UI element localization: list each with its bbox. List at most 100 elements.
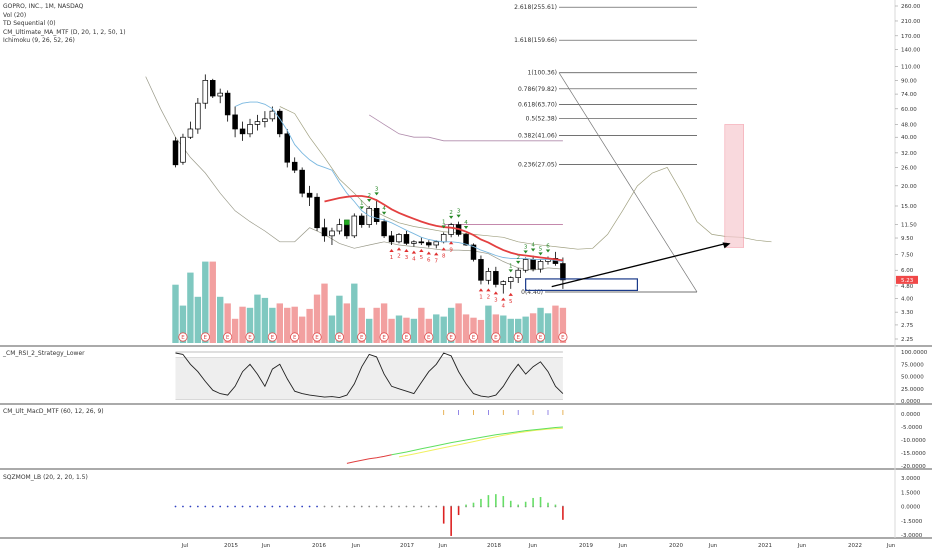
earnings-marker bbox=[446, 332, 456, 342]
volume-bar bbox=[477, 319, 485, 343]
squeeze-dot bbox=[331, 505, 333, 508]
td-buy-triangle bbox=[448, 215, 454, 219]
td-buy-count: 6 bbox=[546, 243, 550, 249]
candle-body bbox=[277, 110, 283, 135]
candle-body bbox=[418, 241, 425, 244]
squeeze-bar bbox=[465, 504, 467, 507]
candle-body bbox=[530, 259, 536, 270]
time-tick-label: Jun bbox=[261, 543, 271, 549]
macd-label: CM_Ult_MacD_MTF (60, 12, 26, 9) bbox=[3, 408, 104, 415]
volume-bar bbox=[254, 294, 261, 343]
candle-body bbox=[269, 110, 276, 120]
volume-bar bbox=[224, 303, 231, 343]
squeeze-tick-label: -3.0000 bbox=[901, 533, 923, 539]
volume-bar bbox=[522, 316, 529, 343]
squeeze-dot bbox=[398, 505, 400, 508]
rsi-panel: 100.0000 75.0000 50.0000 25.0000 0.0000 bbox=[175, 350, 928, 405]
volume-bar bbox=[239, 306, 246, 343]
td-sell-triangle bbox=[493, 291, 499, 295]
candle-body bbox=[187, 128, 194, 138]
candle-body bbox=[508, 277, 514, 282]
volume-bar bbox=[336, 295, 343, 343]
td-sell-triangle bbox=[396, 247, 402, 251]
squeeze-tick-label: 0.0000 bbox=[901, 505, 921, 511]
candle-body bbox=[224, 92, 231, 116]
earnings-label: E bbox=[561, 335, 565, 341]
volume-bar bbox=[418, 307, 425, 343]
candle-body bbox=[426, 242, 432, 246]
squeeze-bar bbox=[472, 502, 475, 507]
candle-body bbox=[344, 224, 350, 237]
earnings-label: E bbox=[293, 335, 297, 341]
time-axis: Jul 2015 Jun 2016 Jun 2017 Jun 2018 Jun 2019 Jun 20… bbox=[181, 543, 896, 549]
candle-body bbox=[411, 241, 417, 244]
squeeze-bar bbox=[442, 506, 445, 524]
td-buy-count: 2 bbox=[516, 255, 520, 261]
volume-bar bbox=[410, 318, 418, 343]
candle-body bbox=[247, 124, 253, 135]
candle-body bbox=[202, 80, 209, 104]
td-sell-triangle bbox=[411, 250, 417, 254]
price-tick-label: 40.00 bbox=[901, 135, 917, 141]
candle-body bbox=[485, 271, 492, 281]
legend-symbol: GOPRO, INC., 1M, NASDAQ bbox=[3, 3, 84, 10]
squeeze-bar bbox=[495, 494, 497, 507]
candle-body bbox=[172, 140, 179, 166]
macd-line-green bbox=[391, 426, 563, 456]
projection-box bbox=[724, 124, 744, 248]
earnings-marker bbox=[200, 332, 210, 342]
earnings-marker bbox=[379, 332, 389, 342]
candle-body bbox=[232, 114, 238, 130]
candle-body bbox=[351, 215, 358, 237]
macd-tick-label: 0.0000 bbox=[901, 412, 921, 418]
squeeze-tick-label: -1.5000 bbox=[901, 519, 923, 525]
fib-label: 1(100.36) bbox=[528, 70, 558, 77]
squeeze-bar bbox=[457, 506, 460, 516]
candle-body bbox=[373, 208, 380, 222]
earnings-marker bbox=[491, 332, 501, 342]
candle-body bbox=[381, 221, 387, 237]
squeeze-dot bbox=[182, 505, 184, 508]
squeeze-bar bbox=[450, 506, 452, 536]
td-sell-triangle bbox=[404, 248, 409, 252]
ichimoku-lines bbox=[145, 76, 772, 271]
squeeze-bar bbox=[524, 501, 527, 507]
squeeze-dot bbox=[301, 505, 304, 508]
volume-bar bbox=[306, 308, 313, 343]
legend-ma: CM_Ultimate_MA_MTF (D, 20, 1, 2, 50, 1) bbox=[3, 28, 126, 36]
squeeze-panel: 3.0000 1.5000 0.0000 -1.5000 -3.0000 bbox=[174, 476, 923, 539]
volume-bar bbox=[403, 317, 410, 343]
macd-signal-line bbox=[398, 427, 563, 458]
rsi-tick-label: 0.0000 bbox=[901, 399, 921, 405]
td-sell-count: 1 bbox=[479, 294, 483, 300]
earnings-label: E bbox=[382, 335, 386, 341]
earnings-label: E bbox=[360, 335, 364, 341]
price-tick-label: 260.00 bbox=[901, 4, 921, 10]
td-buy-count: 1 bbox=[442, 219, 446, 225]
volume-bar bbox=[291, 306, 298, 343]
squeeze-bar bbox=[562, 506, 564, 520]
volume-bar bbox=[373, 307, 380, 343]
volume-bar bbox=[515, 318, 522, 343]
price-tick-label: 4.80 bbox=[901, 284, 914, 290]
price-tick-label: 26.00 bbox=[901, 165, 917, 171]
candle-body bbox=[321, 227, 328, 237]
volume-bar bbox=[440, 316, 447, 343]
td-buy-triangle bbox=[516, 260, 521, 264]
drawings bbox=[525, 242, 731, 292]
td-sell-count: 1 bbox=[390, 255, 394, 261]
td-sell-triangle bbox=[501, 297, 506, 301]
time-tick-label: Jun bbox=[351, 543, 361, 549]
squeeze-dot bbox=[204, 505, 207, 508]
volume-bar bbox=[209, 261, 216, 343]
candle-body bbox=[515, 269, 521, 278]
td-buy-count: 1 bbox=[360, 200, 364, 206]
volume-bar bbox=[507, 318, 514, 343]
td-buy-triangle bbox=[441, 225, 446, 229]
volume-bar bbox=[358, 307, 365, 343]
time-tick-label: 2019 bbox=[579, 543, 593, 549]
price-tick-label: 48.00 bbox=[901, 122, 917, 128]
td-sell-count: 4 bbox=[412, 257, 416, 263]
fib-label: 0.236(27.05) bbox=[518, 162, 557, 169]
